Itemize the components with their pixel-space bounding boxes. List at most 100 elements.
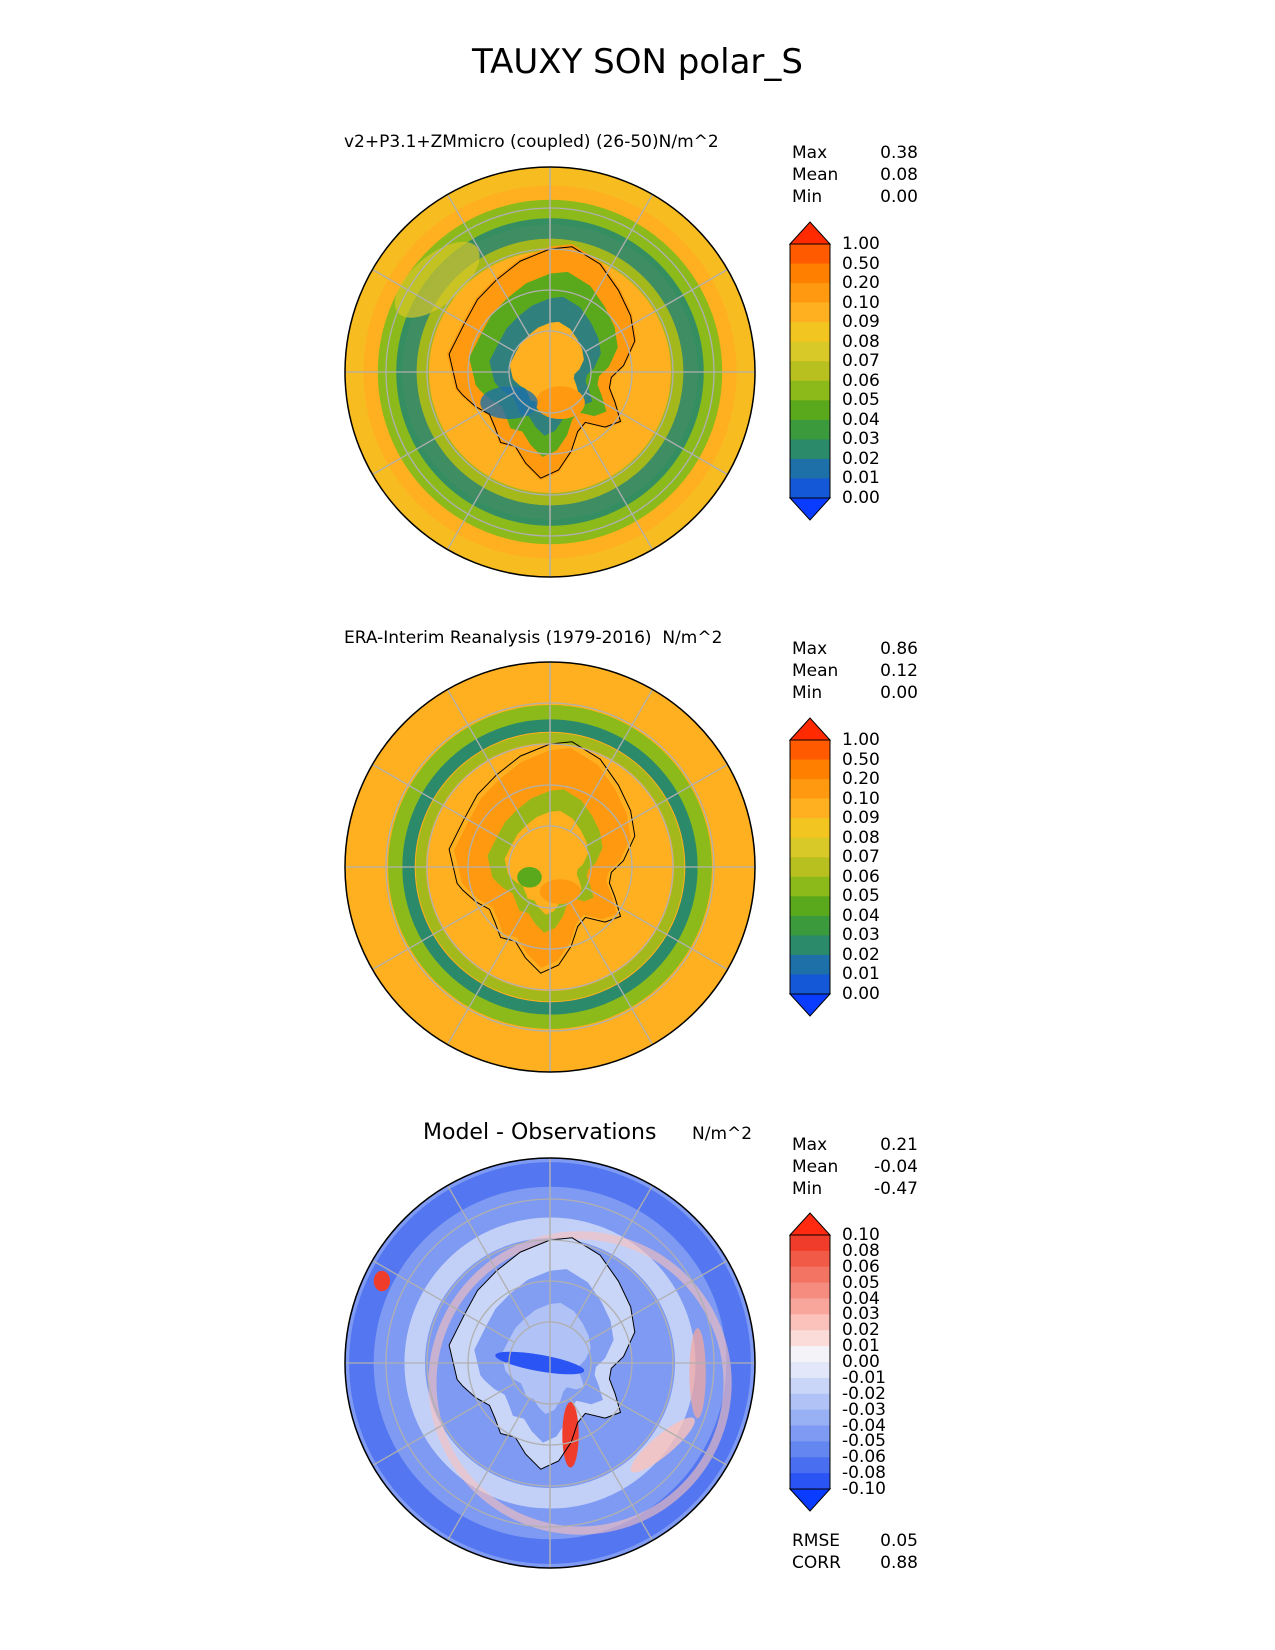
longitude-gridline: [446, 689, 531, 832]
longitude-gridline: [372, 886, 515, 971]
colorbar-tick-label: -0.01: [842, 1367, 886, 1388]
panel3-rmse-value: 0.05: [880, 1531, 918, 1551]
colorbar-segment: [790, 1250, 830, 1268]
colorbar-extend-top: [788, 1212, 832, 1236]
longitude-gridline: [569, 407, 654, 550]
colorbar-segment: [790, 857, 830, 878]
field-patch: [394, 241, 480, 318]
panel3-units: N/m^2: [692, 1124, 753, 1144]
field-patch: [480, 386, 538, 420]
colorbar-tick-label: 0.07: [842, 847, 880, 868]
colorbar-tick-label: -0.04: [842, 1415, 886, 1436]
colorbar-segment: [790, 244, 830, 265]
colorbar-extend-bottom: [788, 1488, 832, 1512]
longitude-gridline: [585, 1382, 728, 1467]
colorbar-segment: [790, 974, 830, 995]
panel1-title: v2+P3.1+ZMmicro (coupled) (26-50)N/m^2: [344, 132, 719, 152]
coastline: [448, 246, 636, 479]
colorbar-tick-label: 0.03: [842, 429, 880, 450]
field-band: [428, 1231, 732, 1535]
colorbar-segment: [790, 935, 830, 956]
colorbar-tick-label: -0.02: [842, 1383, 886, 1404]
colorbar-tick-label: 1.00: [842, 730, 880, 750]
panel2-stat-min-value: 0.00: [880, 683, 918, 703]
colorbar-tick-label: 0.06: [842, 370, 880, 391]
colorbar-tick-label: 0.10: [842, 1225, 880, 1245]
colorbar-tick-label: 0.07: [842, 351, 880, 372]
colorbar-segment: [790, 1425, 830, 1442]
colorbar-segment: [790, 837, 830, 858]
colorbar-segment: [790, 361, 830, 382]
colorbar-segment: [790, 1235, 830, 1252]
colorbar-segment: [790, 915, 830, 936]
longitude-gridline: [446, 194, 531, 337]
panel2-stat-mean-label: Mean: [792, 661, 839, 681]
colorbar-extend-top: [788, 221, 832, 245]
colorbar-segment: [790, 954, 830, 975]
panel2-map: [344, 661, 756, 1073]
colorbar-segment: [790, 1266, 830, 1284]
panel1-stat-mean-label: Mean: [792, 165, 839, 185]
field-patch: [562, 1401, 579, 1468]
colorbar-tick-label: 0.02: [842, 1320, 880, 1341]
colorbar-extend-bottom: [788, 497, 832, 521]
colorbar-tick-label: 0.01: [842, 1336, 880, 1357]
longitude-gridline: [372, 391, 515, 476]
longitude-gridline: [569, 1398, 654, 1541]
panel1-stat-min-label: Min: [792, 187, 823, 207]
colorbar-extend-top: [788, 717, 832, 741]
colorbar-segment: [790, 400, 830, 421]
colorbar-segment: [790, 818, 830, 839]
longitude-gridline: [446, 902, 531, 1045]
colorbar-segment: [790, 1346, 830, 1363]
panel2-stat-min-label: Min: [792, 683, 823, 703]
panel2-title: ERA-Interim Reanalysis (1979-2016) N/m^2: [344, 628, 723, 648]
colorbar-segment: [790, 1298, 830, 1315]
longitude-gridline: [585, 1259, 728, 1344]
panel2-stat-max-value: 0.86: [880, 639, 918, 659]
panel3-stat-max-value: 0.21: [880, 1135, 918, 1155]
colorbar-extend-bottom: [788, 993, 832, 1017]
colorbar-segment: [790, 302, 830, 323]
panel2-stat-max-label: Max: [792, 639, 828, 659]
panel3-stat-max-label: Max: [792, 1135, 828, 1155]
colorbar-segment: [790, 1377, 830, 1395]
map-boundary: [344, 166, 756, 578]
longitude-gridline: [585, 763, 728, 848]
colorbar-tick-label: 0.00: [842, 488, 880, 508]
colorbar-segment: [790, 283, 830, 304]
longitude-gridline: [585, 886, 728, 971]
colorbar-tick-label: 0.10: [842, 788, 880, 809]
colorbar-tick-label: 0.08: [842, 827, 880, 848]
colorbar-tick-label: 0.02: [842, 448, 880, 469]
colorbar-segment: [790, 896, 830, 917]
colorbar-tick-label: 0.08: [842, 1240, 880, 1261]
panel1-stat-max-value: 0.38: [880, 143, 918, 163]
colorbar-tick-label: 0.20: [842, 769, 880, 790]
colorbar-tick-label: 0.08: [842, 331, 880, 352]
panel3-stat-mean-label: Mean: [792, 1157, 839, 1177]
panel3-stat-mean-value: -0.04: [874, 1157, 918, 1177]
longitude-gridline: [372, 1259, 515, 1344]
colorbar-tick-label: 0.05: [842, 1272, 880, 1293]
colorbar-tick-label: 0.01: [842, 468, 880, 489]
longitude-gridline: [569, 1185, 654, 1328]
longitude-gridline: [569, 689, 654, 832]
colorbar-tick-label: 0.06: [842, 866, 880, 887]
panel3-corr-value: 0.88: [880, 1553, 918, 1573]
colorbar-tick-label: 0.50: [842, 749, 880, 770]
field-patch: [689, 1328, 706, 1419]
colorbar-segment: [790, 1314, 830, 1331]
field-patch: [373, 1270, 391, 1292]
colorbar-segment: [790, 1362, 830, 1379]
panel3-rmse-label: RMSE: [792, 1531, 841, 1551]
colorbar-segment: [790, 458, 830, 479]
map-boundary: [344, 1157, 756, 1569]
colorbar-tick-label: 0.06: [842, 1256, 880, 1277]
colorbar-segment: [790, 876, 830, 897]
longitude-gridline: [372, 1382, 515, 1467]
colorbar-segment: [790, 740, 830, 761]
panel1-stat-max-label: Max: [792, 143, 828, 163]
colorbar-tick-label: 0.04: [842, 905, 880, 926]
panel3-colorbar: [788, 1212, 832, 1512]
